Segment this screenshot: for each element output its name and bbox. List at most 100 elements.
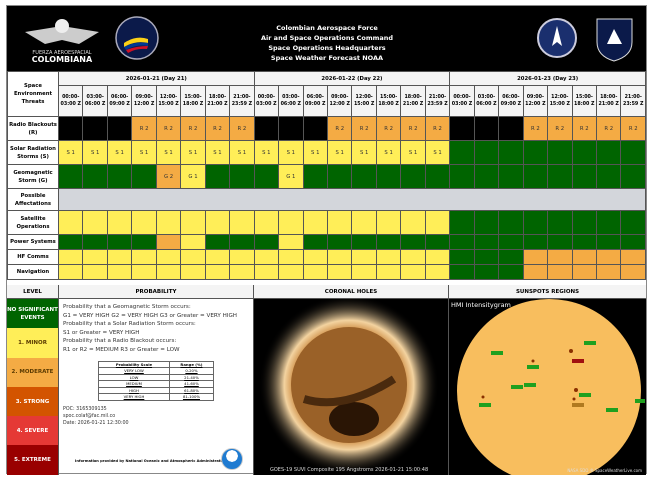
scale-row: VERY HIGH 81-100% — [98, 393, 215, 401]
level-item: 3. STRONG — [7, 386, 58, 417]
row-label: Satellite Operations — [7, 210, 59, 235]
forecast-cell — [253, 116, 280, 141]
table-row: Power Systems — [7, 234, 646, 250]
forecast-cell — [449, 210, 475, 235]
level-item: NO SIGNIFICANT EVENTS — [7, 299, 58, 329]
forecast-cell: R 2 — [595, 116, 622, 141]
day-header: 2026-01-22 (Day 22) — [253, 71, 451, 86]
forecast-cell — [571, 249, 597, 265]
forecast-cell: S 1 — [131, 140, 157, 165]
level-header: LEVEL — [7, 285, 58, 299]
forecast-cell — [131, 164, 157, 189]
forecast-cell: R 2 — [547, 116, 573, 141]
forecast-cell — [351, 210, 377, 235]
forecast-cell: R 2 — [131, 116, 157, 141]
forecast-cell — [449, 140, 475, 165]
forecast-cell — [180, 249, 206, 265]
coronal-holes-image — [259, 295, 439, 475]
forecast-cell — [131, 264, 157, 280]
forecast-cell — [498, 234, 524, 250]
svg-text:FUERZA AEROESPACIAL: FUERZA AEROESPACIAL — [32, 50, 91, 56]
time-slot-header: 21:00-23:59 Z — [620, 85, 646, 117]
threats-header: Space Environment Threats — [7, 71, 59, 117]
forecast-cell: R 2 — [375, 116, 402, 141]
forecast-cell — [106, 116, 133, 141]
forecast-cell — [498, 140, 524, 165]
forecast-cell — [82, 249, 108, 265]
header-title-2: Air and Space Operations Command — [260, 34, 394, 42]
forecast-cell — [449, 234, 475, 250]
forecast-cell — [106, 210, 133, 235]
row-label: Solar Radiation Storms (S) — [7, 140, 59, 165]
forecast-cell — [424, 249, 451, 265]
forecast-cell — [57, 264, 84, 280]
header-title-4: Space Weather Forecast NOAA — [270, 54, 384, 62]
forecast-cell — [571, 210, 597, 235]
forecast-cell — [400, 164, 426, 189]
noaa-logo — [221, 448, 243, 470]
probability-line: Probability that a Solar Radiation Storm… — [63, 321, 196, 328]
probability-panel: PROBABILITY Probability that a Geomagnet… — [58, 285, 253, 475]
forecast-cell — [595, 140, 622, 165]
svg-text:COLOMBIANA: COLOMBIANA — [32, 55, 93, 64]
time-slot-header: 12:00-15:00 Z — [155, 85, 182, 117]
sunspots-panel: SUNSPOTS REGIONS HMI Intensitygram NASA … — [448, 285, 646, 480]
forecast-cell — [449, 164, 475, 189]
level-item: 1. MINOR — [7, 328, 58, 358]
forecast-cell — [82, 264, 108, 280]
poc-email[interactable]: spoc.colaf@fac.mil.co — [63, 413, 116, 419]
time-slot-header: 12:00-15:00 Z — [351, 85, 377, 117]
forecast-cell — [57, 234, 84, 250]
row-label: HF Comms — [7, 249, 59, 265]
forecast-cell — [326, 249, 353, 265]
probability-line: G1 = VERY HIGH G2 = VERY HIGH G3 or Grea… — [63, 312, 238, 319]
issue-date: Date: 2026-01-21 12:30:00 — [63, 420, 129, 426]
forecast-cell — [131, 210, 157, 235]
time-slot-header: 18:00-21:00 Z — [400, 85, 426, 117]
time-slot-header: 15:00-18:00 Z — [571, 85, 597, 117]
forecast-cell — [595, 210, 622, 235]
forecast-cell: R 2 — [326, 116, 353, 141]
forecast-cell — [351, 249, 377, 265]
time-slot-header: 18:00-21:00 Z — [204, 85, 231, 117]
forecast-cell — [82, 234, 108, 250]
forecast-cell: S 1 — [106, 140, 133, 165]
forecast-cell — [498, 264, 524, 280]
time-slot-header: 12:00-15:00 Z — [547, 85, 573, 117]
forecast-cell — [424, 210, 451, 235]
forecast-cell: G 1 — [180, 164, 206, 189]
time-slot-header: 00:00-03:00 Z — [449, 85, 475, 117]
sunspots-header: SUNSPOTS REGIONS — [449, 285, 646, 299]
forecast-cell — [449, 249, 475, 265]
level-legend: LEVEL NO SIGNIFICANT EVENTS 1. MINOR 2. MO… — [7, 285, 58, 475]
sunspots-credit: NASA SDO ® SpaceWeatherLive.com — [567, 468, 642, 473]
coronal-holes-panel: CORONAL HOLES GOES-19 SUVI Composite 195… — [253, 285, 448, 475]
forecast-sheet: FUERZA AEROESPACIAL COLOMBIANA Colombian… — [6, 5, 647, 480]
forecast-cell — [204, 210, 231, 235]
forecast-cell — [547, 210, 573, 235]
forecast-cell — [131, 249, 157, 265]
forecast-cell: R 2 — [155, 116, 182, 141]
forecast-cell — [595, 264, 622, 280]
colombian-aerospace-force-logo: FUERZA AEROESPACIAL COLOMBIANA — [25, 19, 99, 64]
forecast-cell: S 1 — [375, 140, 402, 165]
time-slot-header: 15:00-18:00 Z — [180, 85, 206, 117]
probability-line: S1 or Greater = VERY HIGH — [63, 329, 140, 336]
forecast-cell — [375, 210, 402, 235]
affectations-band — [58, 188, 646, 211]
time-slot-header: 06:00-09:00 Z — [106, 85, 133, 117]
forecast-cell — [595, 249, 622, 265]
forecast-cell — [302, 249, 328, 265]
time-slot-header: 03:00-06:00 Z — [278, 85, 304, 117]
forecast-cell — [375, 249, 402, 265]
forecast-cell — [400, 210, 426, 235]
forecast-cell: S 1 — [253, 140, 280, 165]
table-row: HF Comms — [7, 249, 646, 265]
hmi-label: HMI Intensitygram — [451, 301, 511, 309]
forecast-cell: R 2 — [571, 116, 597, 141]
forecast-cell: R 2 — [522, 116, 549, 141]
forecast-cell — [547, 164, 573, 189]
coronal-holes-header: CORONAL HOLES — [254, 285, 448, 299]
scale-level: VERY HIGH — [98, 393, 170, 401]
scale-range: 81-100% — [168, 393, 215, 401]
